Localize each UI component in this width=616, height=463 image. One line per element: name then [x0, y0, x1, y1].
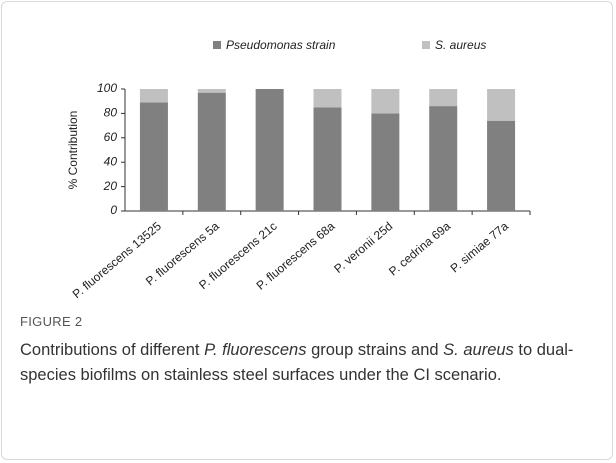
y-axis-label: % Contribution [66, 111, 80, 190]
bar-segment [197, 92, 226, 211]
bar-segment [197, 89, 226, 93]
chart: % Contribution 0 20 40 60 80 100 Pseudomonas s… [66, 38, 531, 300]
legend-swatch [422, 41, 430, 49]
bar-segment [313, 89, 342, 108]
bar-segment [313, 107, 342, 211]
y-tick-label: 0 [110, 203, 117, 217]
bar-segment [139, 89, 168, 103]
bar-segment [371, 113, 400, 211]
figure-label: FIGURE 2 [20, 314, 83, 329]
bar-segment [429, 106, 458, 211]
x-tick-label: P. fluorescens 13525 [70, 219, 164, 300]
caption-run: group strains and [306, 341, 444, 359]
bar-segment [429, 89, 458, 107]
figure-caption: Contributions of different P. fluorescen… [20, 338, 590, 388]
legend-label: Pseudomonas strain [226, 38, 336, 52]
legend-swatch [213, 41, 221, 49]
legend-label: S. aureus [435, 38, 486, 52]
y-tick-label: 80 [104, 106, 118, 120]
bar-segment [371, 89, 400, 114]
y-tick-label: 100 [97, 81, 117, 95]
bar-segment [139, 102, 168, 211]
bar-segment [487, 89, 516, 121]
y-tick-label: 60 [104, 130, 118, 144]
x-tick-label: P. simiae 77a [448, 219, 512, 276]
bar-segment [487, 120, 516, 211]
caption-run: P. fluorescens [204, 341, 307, 359]
y-tick-label: 40 [104, 154, 118, 168]
caption-run: S. aureus [443, 341, 514, 359]
caption-run: Contributions of different [20, 341, 205, 359]
y-tick-label: 20 [103, 179, 118, 193]
caption-run: to dual-species biofilms on stainless st… [20, 341, 574, 384]
x-tick-label: P. cedrina 69a [386, 219, 453, 279]
bar-segment [255, 89, 284, 211]
